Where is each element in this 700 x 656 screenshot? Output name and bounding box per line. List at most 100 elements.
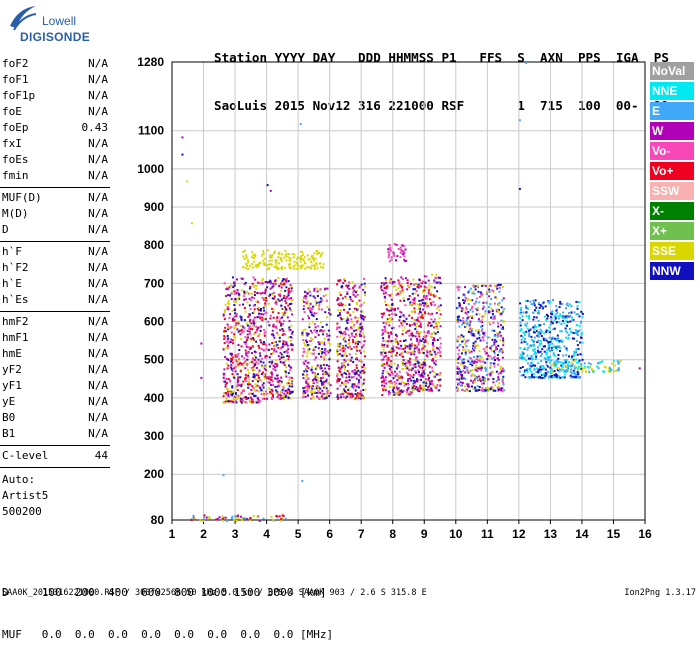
echo-point: [289, 259, 292, 262]
echo-point: [245, 256, 248, 259]
echo-point: [476, 309, 479, 311]
echo-point: [493, 365, 496, 368]
echo-point: [569, 320, 572, 323]
echo-point: [484, 361, 487, 364]
echo-point: [358, 394, 361, 397]
echo-point: [382, 345, 385, 348]
echo-point: [283, 282, 286, 285]
echo-point: [425, 297, 428, 300]
echo-point: [275, 259, 278, 262]
echo-point: [382, 344, 385, 347]
echo-point: [263, 377, 266, 380]
echo-point: [229, 313, 231, 316]
echo-point: [572, 319, 575, 321]
echo-point: [306, 370, 309, 373]
echo-point: [269, 294, 272, 296]
echo-point: [494, 338, 497, 341]
echo-point: [247, 383, 250, 386]
echo-point: [529, 364, 531, 367]
echo-point: [491, 310, 494, 313]
echo-point: [303, 391, 306, 394]
echo-point: [460, 373, 463, 376]
echo-point: [558, 306, 561, 309]
echo-point: [226, 335, 229, 337]
echo-point: [328, 334, 331, 337]
echo-point: [578, 315, 581, 318]
echo-point: [328, 308, 331, 311]
echo-point: [261, 384, 264, 387]
echo-point: [240, 383, 243, 386]
echo-point: [385, 382, 388, 385]
echo-point: [306, 389, 309, 392]
echo-point: [270, 263, 273, 266]
echo-point: [547, 376, 550, 379]
echo-point: [342, 361, 345, 364]
echo-point: [565, 359, 568, 361]
echo-point: [357, 340, 360, 343]
echo-point: [312, 352, 315, 355]
echo-point: [240, 277, 243, 280]
echo-point: [496, 386, 499, 389]
echo-point: [380, 351, 383, 354]
echo-point: [310, 311, 313, 314]
echo-point: [356, 349, 359, 352]
echo-point: [425, 286, 428, 289]
echo-point: [400, 375, 403, 378]
param-value: N/A: [88, 89, 108, 102]
echo-point: [284, 395, 287, 398]
echo-point: [415, 290, 418, 293]
echo-point: [272, 291, 275, 294]
echo-point: [297, 256, 299, 259]
param-value: N/A: [88, 57, 108, 70]
echo-point: [272, 367, 275, 370]
echo-point: [288, 259, 291, 262]
echo-point: [422, 371, 425, 374]
echo-point: [393, 243, 396, 245]
echo-point: [314, 336, 317, 339]
echo-point: [550, 375, 552, 378]
echo-point: [272, 285, 275, 288]
echo-point: [250, 392, 252, 395]
echo-point: [549, 366, 552, 369]
echo-point: [252, 362, 255, 365]
echo-point: [285, 302, 288, 305]
echo-point: [288, 328, 291, 331]
echo-point: [425, 303, 428, 306]
echo-point: [493, 362, 496, 365]
echo-point: [574, 365, 577, 368]
echo-point: [306, 343, 309, 346]
param-row: C-level 44: [0, 448, 110, 464]
echo-point: [275, 303, 278, 305]
echo-point: [390, 360, 393, 363]
echo-point: [461, 382, 464, 384]
echo-point: [553, 360, 556, 363]
echo-point: [458, 304, 461, 307]
echo-point: [236, 365, 239, 368]
file-info-footer: SAA0K_2015316221000.RSF / 300fx256h 50 k…: [2, 588, 427, 598]
echo-point: [339, 352, 341, 355]
echo-point: [320, 253, 323, 256]
echo-point: [414, 300, 417, 303]
echo-point: [313, 323, 316, 325]
echo-point: [235, 301, 238, 303]
echo-point: [497, 376, 500, 379]
echo-point: [482, 336, 485, 339]
echo-point: [551, 374, 554, 377]
echo-point: [495, 297, 498, 300]
echo-point: [227, 308, 230, 311]
echo-point: [418, 351, 421, 354]
echo-point: [411, 342, 414, 345]
echo-point: [462, 299, 465, 302]
echo-point: [391, 318, 394, 321]
echo-point: [259, 330, 262, 332]
echo-point: [289, 262, 292, 265]
echo-point: [533, 372, 535, 375]
echo-point: [457, 288, 460, 291]
echo-point: [266, 349, 269, 352]
echo-point: [434, 304, 436, 307]
echo-point: [339, 294, 342, 296]
echo-point: [474, 340, 477, 343]
echo-point: [485, 302, 488, 305]
echo-point: [253, 359, 256, 361]
echo-point: [266, 264, 269, 267]
